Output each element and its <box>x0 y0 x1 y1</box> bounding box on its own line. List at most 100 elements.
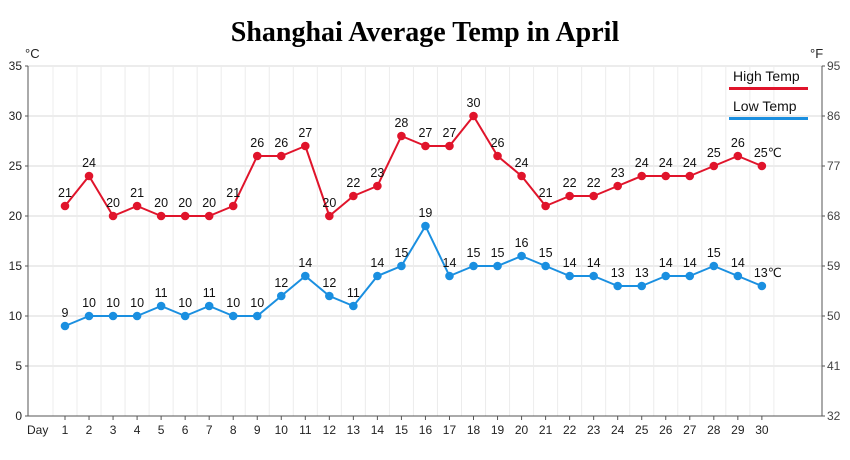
x-tick-label: 20 <box>515 423 529 437</box>
y-right-tick-label: 77 <box>827 159 841 173</box>
data-label: 26 <box>731 136 745 150</box>
x-tick-label: 21 <box>539 423 553 437</box>
data-point <box>397 131 406 141</box>
data-label: 10 <box>226 296 240 310</box>
data-point <box>541 201 550 211</box>
data-label: 10 <box>106 296 120 310</box>
data-point <box>132 311 142 321</box>
data-label: 23 <box>611 166 625 180</box>
y-left-tick-label: 0 <box>15 409 22 423</box>
data-label: 20 <box>178 196 192 210</box>
y-left-tick-label: 25 <box>9 159 23 173</box>
data-label: 24 <box>683 156 697 170</box>
data-label: 20 <box>106 196 120 210</box>
data-point <box>373 181 382 191</box>
y-left-tick-label: 10 <box>9 309 23 323</box>
y-right-tick-label: 41 <box>827 359 841 373</box>
x-tick-label: 17 <box>443 423 457 437</box>
data-point <box>493 151 502 161</box>
x-tick-label: 5 <box>158 423 165 437</box>
right-axis-unit: °F <box>810 46 823 61</box>
data-label: 24 <box>515 156 529 170</box>
data-label: 9 <box>62 306 69 320</box>
data-label: 11 <box>203 286 216 300</box>
series-line <box>64 225 763 327</box>
data-point <box>349 301 358 311</box>
data-label: 28 <box>394 116 408 130</box>
data-point <box>517 171 526 181</box>
data-label: 12 <box>274 276 288 290</box>
data-label: 21 <box>130 186 144 200</box>
data-point <box>397 261 406 271</box>
x-tick-label: 23 <box>587 423 601 437</box>
legend-label: Low Temp <box>733 98 797 114</box>
x-tick-label: 24 <box>611 423 625 437</box>
series-low-temp <box>60 221 767 331</box>
data-label: 20 <box>322 196 336 210</box>
data-label: 14 <box>370 256 384 270</box>
data-label: 10 <box>178 296 192 310</box>
data-point <box>204 301 214 311</box>
data-point <box>493 261 502 271</box>
legend-swatch <box>729 87 808 90</box>
data-point <box>276 151 286 161</box>
data-point <box>613 181 622 191</box>
data-point <box>733 271 743 281</box>
x-tick-label: 25 <box>635 423 649 437</box>
data-point <box>661 171 671 181</box>
x-tick-label: 11 <box>299 423 312 437</box>
data-label: 21 <box>539 186 553 200</box>
data-label: 27 <box>418 126 432 140</box>
data-point <box>132 201 142 211</box>
x-tick-label: 30 <box>755 423 769 437</box>
data-label: 14 <box>563 256 577 270</box>
x-tick-label: 1 <box>62 423 69 437</box>
data-label: 27 <box>443 126 457 140</box>
data-label: 14 <box>659 256 673 270</box>
data-point <box>301 141 310 151</box>
x-tick-label: 16 <box>419 423 433 437</box>
data-point <box>565 271 574 281</box>
x-tick-label: 14 <box>371 423 385 437</box>
data-point <box>733 151 743 161</box>
data-point <box>60 321 70 331</box>
data-point <box>685 271 695 281</box>
data-point <box>84 311 94 321</box>
data-label: 14 <box>298 256 312 270</box>
data-point <box>589 271 598 281</box>
data-label: 27 <box>298 126 312 140</box>
data-point <box>252 151 262 161</box>
y-right-tick-label: 50 <box>827 309 841 323</box>
left-axis-unit: °C <box>25 46 40 61</box>
y-right-tick-label: 86 <box>827 109 841 123</box>
x-tick-label: 19 <box>491 423 505 437</box>
data-point <box>349 191 358 201</box>
x-tick-label: 7 <box>206 423 213 437</box>
data-label: 15 <box>467 246 481 260</box>
x-tick-label: 29 <box>731 423 745 437</box>
data-point <box>180 211 190 221</box>
y-left-tick-label: 15 <box>9 259 23 273</box>
x-tick-label: 28 <box>707 423 721 437</box>
data-label: 11 <box>347 286 360 300</box>
data-label: 26 <box>491 136 505 150</box>
x-tick-label: 8 <box>230 423 237 437</box>
data-point <box>108 311 118 321</box>
data-point <box>709 261 719 271</box>
data-point <box>180 311 190 321</box>
data-label: 11 <box>155 286 168 300</box>
data-label: 23 <box>370 166 384 180</box>
y-left-tick-label: 35 <box>9 59 23 73</box>
data-label: 24 <box>82 156 96 170</box>
data-point <box>325 291 334 301</box>
chart-title: Shanghai Average Temp in April <box>231 17 620 48</box>
data-point <box>276 291 286 301</box>
data-label: 10 <box>250 296 264 310</box>
data-label: 13 <box>611 266 625 280</box>
data-point <box>445 271 454 281</box>
data-label: 24 <box>659 156 673 170</box>
y-right-tick-label: 59 <box>827 259 841 273</box>
data-label: 10 <box>130 296 144 310</box>
data-label: 13℃ <box>754 266 782 280</box>
